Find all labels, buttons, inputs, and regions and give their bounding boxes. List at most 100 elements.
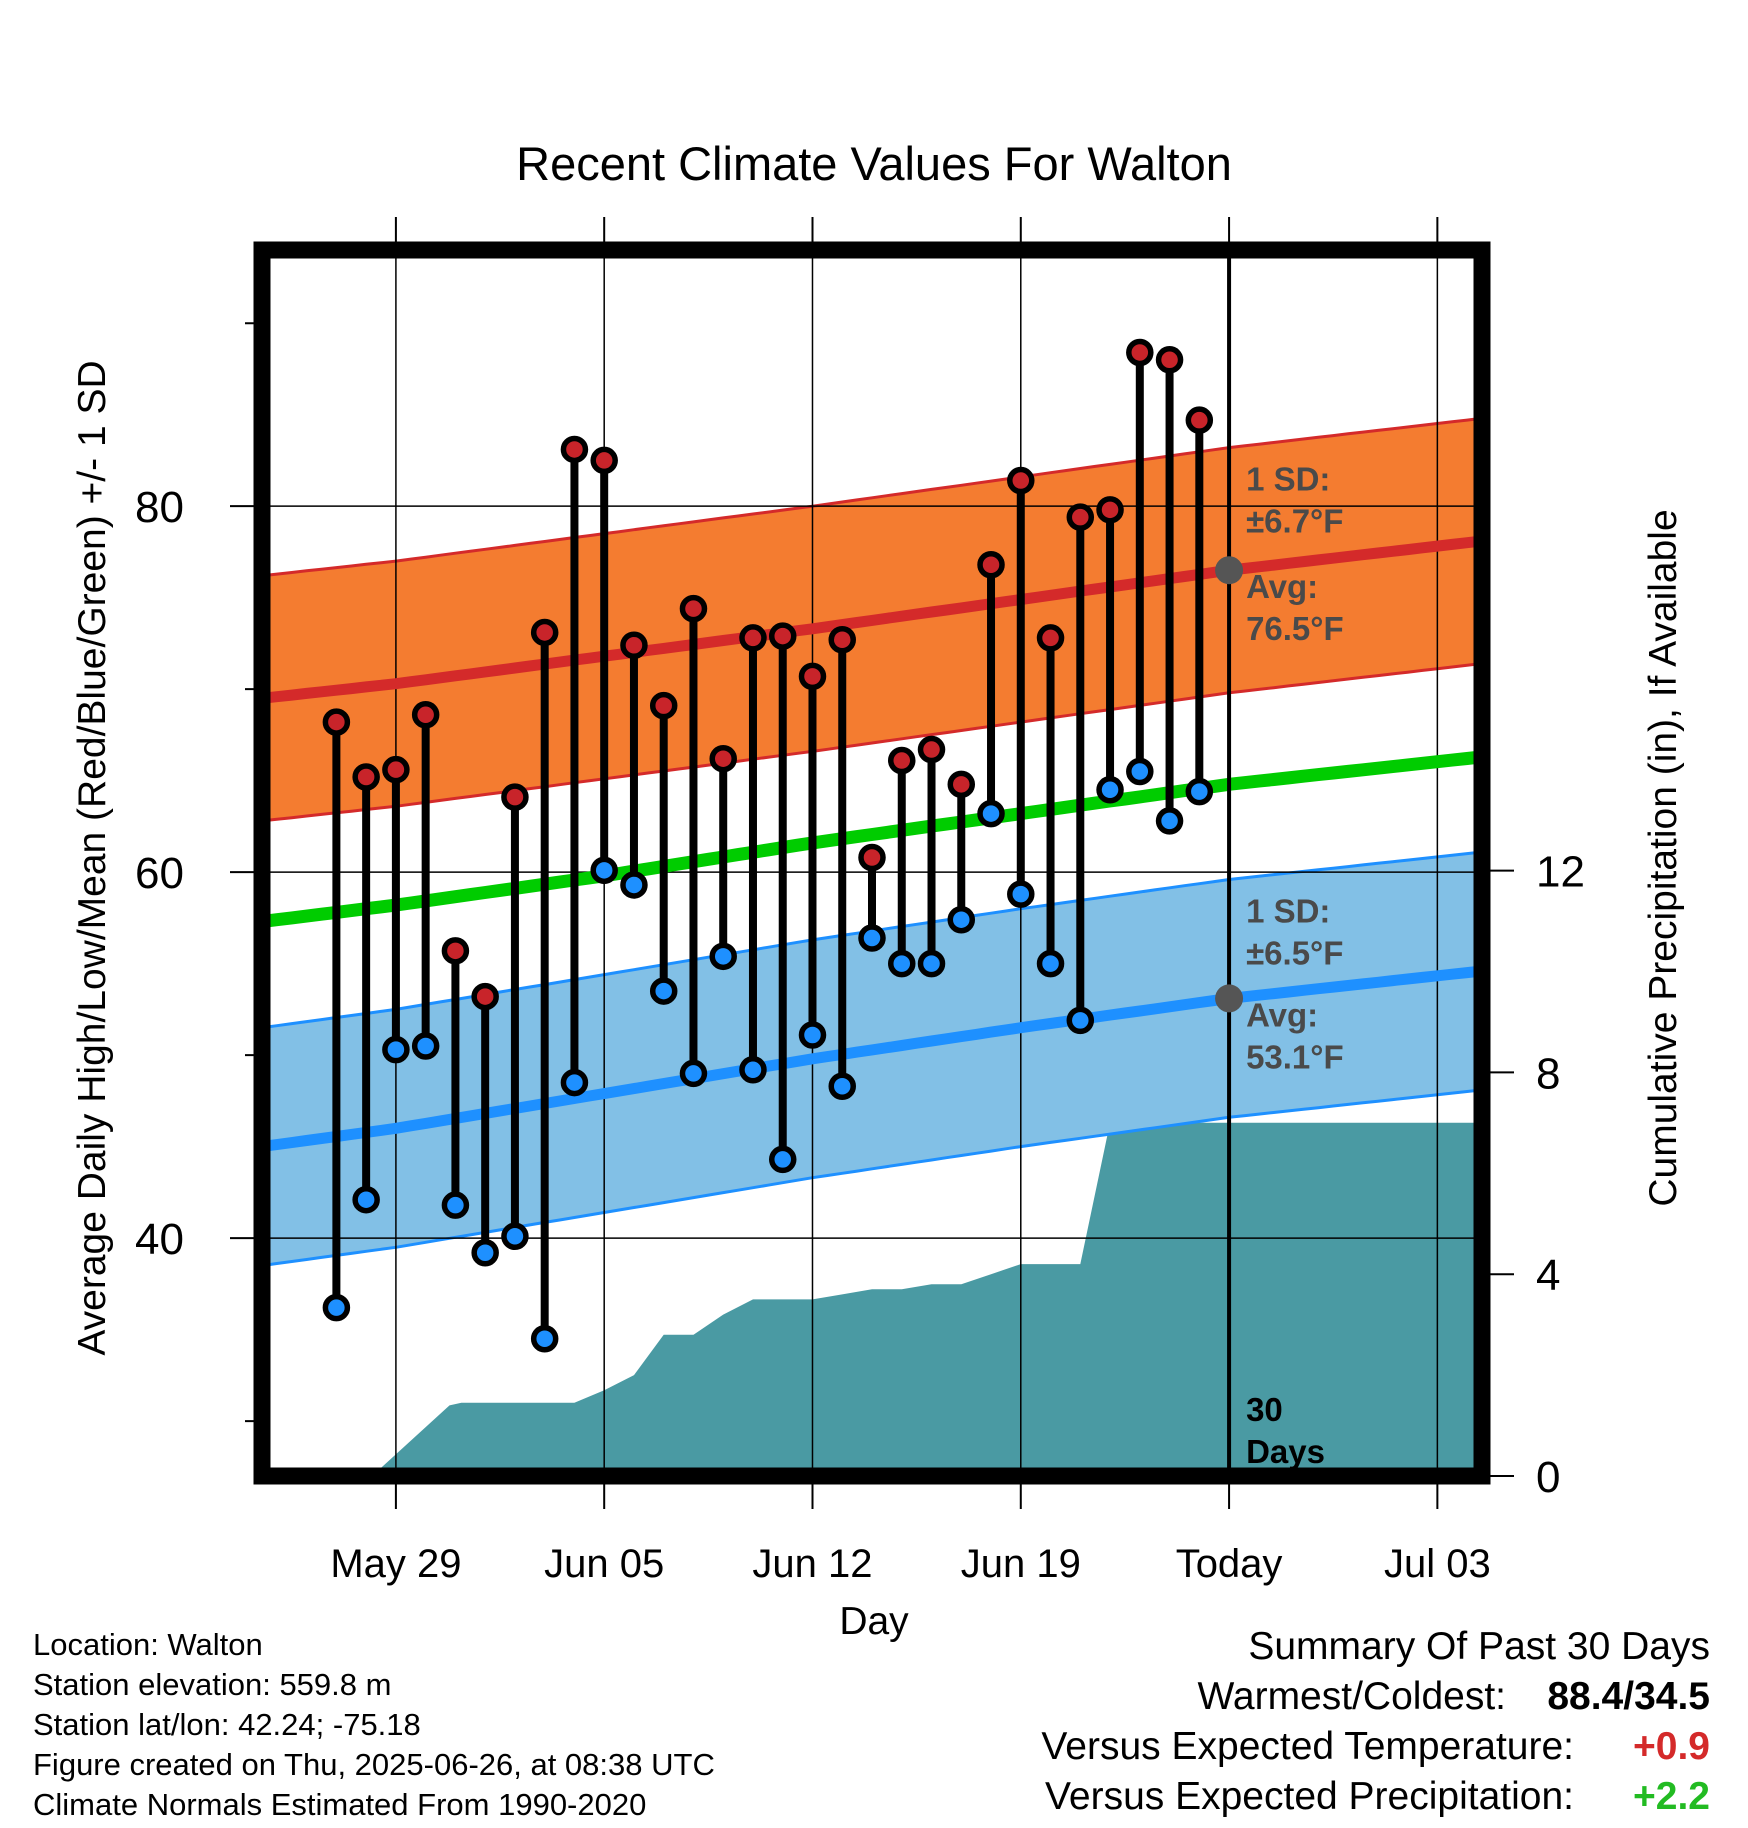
daily-high-point bbox=[888, 746, 916, 775]
daily-high-point bbox=[1126, 338, 1154, 367]
daily-high-point bbox=[1185, 406, 1214, 434]
daily-low-point bbox=[1185, 777, 1214, 806]
daily-low-point bbox=[888, 949, 916, 978]
daily-high-point bbox=[411, 701, 440, 729]
station-info: Location: Walton Station elevation: 559.… bbox=[33, 1625, 715, 1825]
high-avg-label: Avg: bbox=[1246, 568, 1318, 605]
mean-normal-line bbox=[262, 750, 1482, 929]
daily-low-point bbox=[560, 1068, 589, 1097]
today-low-avg-marker bbox=[1215, 984, 1244, 1013]
daily-low-point bbox=[709, 942, 737, 971]
low-sd-label: 1 SD: bbox=[1246, 892, 1330, 929]
y2-tick-label: 8 bbox=[1536, 1049, 1560, 1098]
high-sd-upper-line bbox=[262, 416, 1482, 578]
daily-high-point bbox=[1007, 466, 1035, 495]
x-axis-title: Day bbox=[839, 1600, 909, 1643]
warmest-value: 88.4/34.5 bbox=[1547, 1675, 1710, 1718]
temp-deviation-value: +0.9 bbox=[1633, 1725, 1710, 1768]
low-sd-band bbox=[262, 852, 1482, 1266]
daily-high-point bbox=[590, 446, 618, 475]
y2-tick-label: 12 bbox=[1536, 848, 1585, 897]
daily-high-point bbox=[382, 755, 410, 784]
daily-high-point bbox=[649, 691, 678, 720]
daily-high-point bbox=[1155, 346, 1184, 374]
daily-low-point bbox=[590, 856, 618, 885]
daily-low-point bbox=[322, 1293, 351, 1322]
summary-precip-row: Versus Expected Precipitation: +2.2 bbox=[1041, 1772, 1710, 1822]
chart-title: Recent Climate Values For Walton bbox=[516, 137, 1232, 190]
plot-frame bbox=[253, 241, 1491, 1485]
high-avg-value: 76.5°F bbox=[1246, 610, 1344, 647]
daily-low-point bbox=[352, 1185, 380, 1214]
daily-low-point bbox=[768, 1145, 797, 1174]
daily-high-point bbox=[322, 708, 351, 736]
daily-low-point bbox=[471, 1239, 499, 1267]
low-avg-label: Avg: bbox=[1246, 996, 1318, 1033]
daily-high-point bbox=[352, 763, 380, 791]
precip-deviation-label: Versus Expected Precipitation: bbox=[1045, 1775, 1574, 1818]
daily-low-point bbox=[798, 1021, 827, 1049]
daily-low-point bbox=[1155, 807, 1184, 835]
daily-high-point bbox=[1096, 496, 1124, 524]
temp-deviation-label: Versus Expected Temperature: bbox=[1041, 1725, 1574, 1768]
precip-deviation-value: +2.2 bbox=[1633, 1775, 1710, 1818]
daily-low-point bbox=[501, 1222, 529, 1251]
x-tick-label: May 29 bbox=[330, 1542, 461, 1586]
today-high-avg-marker bbox=[1215, 556, 1244, 585]
daily-low-point bbox=[1007, 880, 1035, 908]
daily-high-point bbox=[828, 626, 856, 654]
daily-low-point bbox=[828, 1072, 856, 1100]
daily-high-point bbox=[1036, 624, 1065, 652]
y-tick-label: 80 bbox=[135, 483, 184, 532]
daily-high-point bbox=[768, 622, 797, 650]
precip-area bbox=[360, 1122, 1482, 1476]
daily-low-point bbox=[977, 799, 1005, 828]
y2-tick-label: 4 bbox=[1536, 1251, 1560, 1300]
high-sd-value: ±6.7°F bbox=[1246, 503, 1343, 540]
daily-high-point bbox=[1066, 503, 1095, 531]
info-latlon: Station lat/lon: 42.24; -75.18 bbox=[33, 1707, 421, 1742]
daily-high-point bbox=[620, 631, 648, 659]
daily-high-point bbox=[798, 662, 827, 691]
daily-low-point bbox=[620, 871, 648, 899]
daily-high-point bbox=[471, 982, 499, 1011]
daily-low-point bbox=[1096, 776, 1124, 804]
info-created: Figure created on Thu, 2025-06-26, at 08… bbox=[33, 1747, 715, 1782]
summary-panel: Summary Of Past 30 Days Warmest/Coldest:… bbox=[1041, 1622, 1710, 1822]
daily-low-point bbox=[411, 1032, 440, 1060]
daily-high-point bbox=[709, 744, 737, 773]
high-sd-label: 1 SD: bbox=[1246, 461, 1330, 498]
info-elevation: Station elevation: 559.8 m bbox=[33, 1667, 392, 1702]
summary-warmest-row: Warmest/Coldest: 88.4/34.5 bbox=[1041, 1672, 1710, 1722]
y-axis-title: Average Daily High/Low/Mean (Red/Blue/Gr… bbox=[71, 360, 114, 1355]
y2-axis-title: Cumulative Precipitation (in), If Availa… bbox=[1642, 509, 1685, 1206]
low-normal-line bbox=[262, 965, 1482, 1153]
daily-low-point bbox=[1126, 757, 1154, 786]
high-normal-line bbox=[262, 535, 1482, 704]
daily-low-point bbox=[947, 905, 976, 934]
x-tick-label: Jul 03 bbox=[1384, 1542, 1491, 1586]
info-location: Location: Walton bbox=[33, 1627, 263, 1662]
daily-high-point bbox=[917, 735, 946, 764]
daily-high-point bbox=[441, 937, 470, 965]
low-sd-lower-line bbox=[262, 1088, 1482, 1268]
x-tick-label: Jun 19 bbox=[961, 1542, 1081, 1586]
daily-low-point bbox=[1066, 1006, 1095, 1035]
daily-low-point bbox=[649, 977, 678, 1005]
x-tick-label: Jun 12 bbox=[752, 1542, 872, 1586]
high-sd-lower-line bbox=[262, 662, 1482, 823]
daily-low-point bbox=[382, 1035, 410, 1064]
summary-temp-row: Versus Expected Temperature: +0.9 bbox=[1041, 1722, 1710, 1772]
warmest-label: Warmest/Coldest: bbox=[1197, 1675, 1506, 1718]
daily-low-point bbox=[858, 924, 886, 952]
daily-high-point bbox=[739, 624, 767, 652]
days-word-label: Days bbox=[1246, 1433, 1325, 1470]
daily-high-point bbox=[501, 783, 529, 811]
daily-high-point bbox=[679, 594, 708, 623]
daily-low-point bbox=[441, 1191, 470, 1219]
y-tick-label: 40 bbox=[135, 1215, 184, 1264]
x-tick-label: Today bbox=[1176, 1542, 1283, 1586]
low-sd-value: ±6.5°F bbox=[1246, 934, 1343, 971]
daily-low-point bbox=[917, 949, 946, 978]
